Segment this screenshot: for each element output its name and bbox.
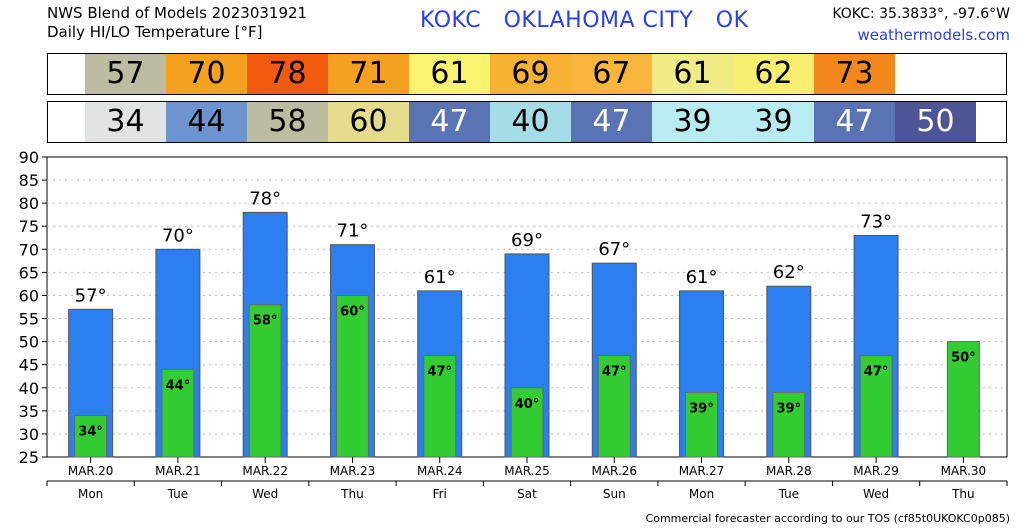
low-bar <box>423 354 457 458</box>
low-bar <box>510 387 544 458</box>
low-temp-cell: 34 <box>85 102 166 142</box>
high-temp-cell: 73 <box>814 54 895 94</box>
low-temp-cell: 40 <box>490 102 571 142</box>
y-tick-label: 40 <box>19 379 39 398</box>
site-link[interactable]: weathermodels.com <box>857 26 1010 44</box>
chart-title: NWS Blend of Models 2023031921 <box>47 4 308 22</box>
high-value-label: 70° <box>162 225 194 246</box>
x-tick-label: MAR.26 <box>591 464 637 478</box>
low-bar <box>335 294 369 458</box>
station-coords: KOKC: 35.3833°, -97.6°W <box>832 6 1010 22</box>
high-temp-cell: 57 <box>85 54 166 94</box>
low-bar <box>946 341 980 458</box>
high-value-label: 71° <box>337 221 369 242</box>
low-value-label: 58° <box>253 314 278 329</box>
x-tick-label: MAR.23 <box>330 464 376 478</box>
y-tick-label: 75 <box>19 217 39 236</box>
low-value-label: 47° <box>427 364 452 379</box>
high-value-label: 61° <box>424 267 456 288</box>
high-temp-cell: 78 <box>247 54 328 94</box>
high-value-label: 67° <box>598 239 630 260</box>
high-temperature-strip: 57 70 78 71 61 69 67 61 62 73 <box>47 53 1007 95</box>
low-bar <box>859 354 893 458</box>
low-bar <box>772 391 806 458</box>
y-tick-label: 70 <box>19 240 39 259</box>
y-tick-label: 85 <box>19 171 39 190</box>
low-bar <box>597 354 631 458</box>
high-temp-cell: 67 <box>571 54 652 94</box>
x-tick-label: MAR.24 <box>417 464 463 478</box>
low-value-label: 47° <box>602 364 627 379</box>
low-value-label: 39° <box>777 401 802 416</box>
low-value-label: 60° <box>340 304 365 319</box>
low-temp-cell: 47 <box>814 102 895 142</box>
low-value-label: 50° <box>951 351 976 366</box>
y-tick-label: 55 <box>19 310 39 329</box>
chart-title-block: NWS Blend of Models 2023031921 Daily HI/… <box>47 4 307 42</box>
chart-subtitle: Daily HI/LO Temperature [°F] <box>47 23 263 41</box>
low-value-label: 44° <box>166 378 191 393</box>
temperature-chart: 25 30 35 40 45 50 55 60 65 70 75 80 85 90 57° 34° MAR.20… <box>19 150 1008 501</box>
x-tick-label: MAR.29 <box>853 464 899 478</box>
weekday-label: Mon <box>78 487 103 501</box>
weekday-label: Tue <box>167 487 189 501</box>
low-temp-cell: 60 <box>328 102 409 142</box>
y-tick-label: 65 <box>19 263 39 282</box>
low-temp-cell: 47 <box>409 102 490 142</box>
high-value-label: 73° <box>860 211 892 232</box>
x-tick-label: MAR.30 <box>941 464 987 478</box>
high-temp-cell: 62 <box>733 54 814 94</box>
header-right: KOKC: 35.3833°, -97.6°W weathermodels.co… <box>832 4 1010 46</box>
station-name: KOKC OKLAHOMA CITY OK <box>420 8 749 33</box>
low-temp-cell: 50 <box>895 102 976 142</box>
high-temp-cell: 71 <box>328 54 409 94</box>
weekday-label: Mon <box>689 487 714 501</box>
weekday-label: Thu <box>951 487 975 501</box>
high-temp-cell: 61 <box>409 54 490 94</box>
low-bar <box>248 304 282 458</box>
high-temp-cell: 70 <box>166 54 247 94</box>
weekday-label: Sun <box>603 487 626 501</box>
weekday-label: Sat <box>517 487 537 501</box>
x-tick-label: MAR.22 <box>242 464 288 478</box>
station-title: KOKC OKLAHOMA CITY OK <box>420 8 749 33</box>
x-tick-label: MAR.20 <box>68 464 114 478</box>
y-tick-label: 60 <box>19 286 39 305</box>
high-value-label: 61° <box>686 267 718 288</box>
low-bar <box>685 391 719 458</box>
y-tick-label: 35 <box>19 402 39 421</box>
low-temperature-strip: 34 44 58 60 47 40 47 39 39 47 50 <box>47 101 1007 143</box>
weekday-label: Thu <box>340 487 364 501</box>
weekday-label: Tue <box>778 487 800 501</box>
low-temp-cell: 47 <box>571 102 652 142</box>
low-temp-cell: 39 <box>652 102 733 142</box>
weekday-label: Wed <box>863 487 889 501</box>
y-tick-label: 30 <box>19 425 39 444</box>
high-value-label: 78° <box>249 188 281 209</box>
low-value-label: 47° <box>864 364 889 379</box>
low-temp-cell: 58 <box>247 102 328 142</box>
weekday-label: Fri <box>433 487 447 501</box>
y-tick-label: 25 <box>19 448 39 467</box>
low-temp-cell: 39 <box>733 102 814 142</box>
low-value-label: 34° <box>78 424 103 439</box>
weekday-label: Wed <box>252 487 278 501</box>
high-value-label: 57° <box>75 285 107 306</box>
x-tick-label: MAR.28 <box>766 464 812 478</box>
high-temp-cell: 69 <box>490 54 571 94</box>
high-temp-cell: 61 <box>652 54 733 94</box>
low-temp-cell: 44 <box>166 102 247 142</box>
x-tick-label: MAR.25 <box>504 464 550 478</box>
footer-note: Commercial forecaster according to our T… <box>645 512 1010 525</box>
y-tick-label: 45 <box>19 356 39 375</box>
x-tick-label: MAR.27 <box>679 464 725 478</box>
x-tick-label: MAR.21 <box>155 464 201 478</box>
y-tick-label: 90 <box>19 150 39 167</box>
y-tick-label: 50 <box>19 333 39 352</box>
y-tick-label: 80 <box>19 194 39 213</box>
high-value-label: 62° <box>773 262 805 283</box>
high-value-label: 69° <box>511 230 543 251</box>
low-value-label: 40° <box>515 397 540 412</box>
low-value-label: 39° <box>689 401 714 416</box>
